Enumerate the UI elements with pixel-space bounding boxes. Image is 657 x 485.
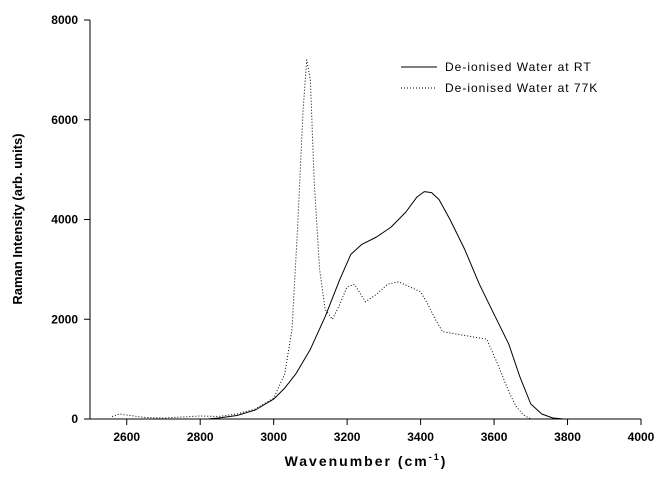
series-line-rt: [207, 191, 564, 420]
x-axis-title-main: Wavenumber (cm: [285, 453, 429, 469]
x-tick-label: 3800: [554, 430, 581, 444]
y-tick-label: 0: [71, 412, 78, 426]
y-tick-label: 2000: [51, 312, 78, 326]
y-tick-label: 6000: [51, 113, 78, 127]
x-tick-label: 3000: [260, 430, 287, 444]
x-tick-label: 3400: [407, 430, 434, 444]
x-axis-title-close: ): [441, 453, 448, 469]
y-tick-label: 4000: [51, 213, 78, 227]
x-axis-title-sup: -1: [429, 452, 441, 462]
legend: De-ionised Water at RT De-ionised Water …: [401, 60, 598, 95]
x-tick-label: 3200: [334, 430, 361, 444]
y-tick-label: 8000: [51, 13, 78, 27]
legend-label-77k: De-ionised Water at 77K: [445, 81, 598, 95]
series-line-77k: [111, 59, 532, 420]
y-axis-title: Raman Intensity (arb. units): [10, 133, 25, 304]
legend-label-rt: De-ionised Water at RT: [445, 60, 592, 74]
x-tick-label: 2600: [113, 430, 140, 444]
y-axis-ticks: 0 2000 4000 6000 8000: [51, 13, 90, 426]
x-tick-label: 4000: [628, 430, 655, 444]
series-layer: [111, 59, 564, 420]
x-axis-title: Wavenumber (cm-1): [285, 452, 448, 469]
x-axis-ticks: 2600 2800 3000 3200 3400 3600 3800 4000: [113, 419, 655, 444]
x-tick-label: 3600: [481, 430, 508, 444]
x-tick-label: 2800: [187, 430, 214, 444]
